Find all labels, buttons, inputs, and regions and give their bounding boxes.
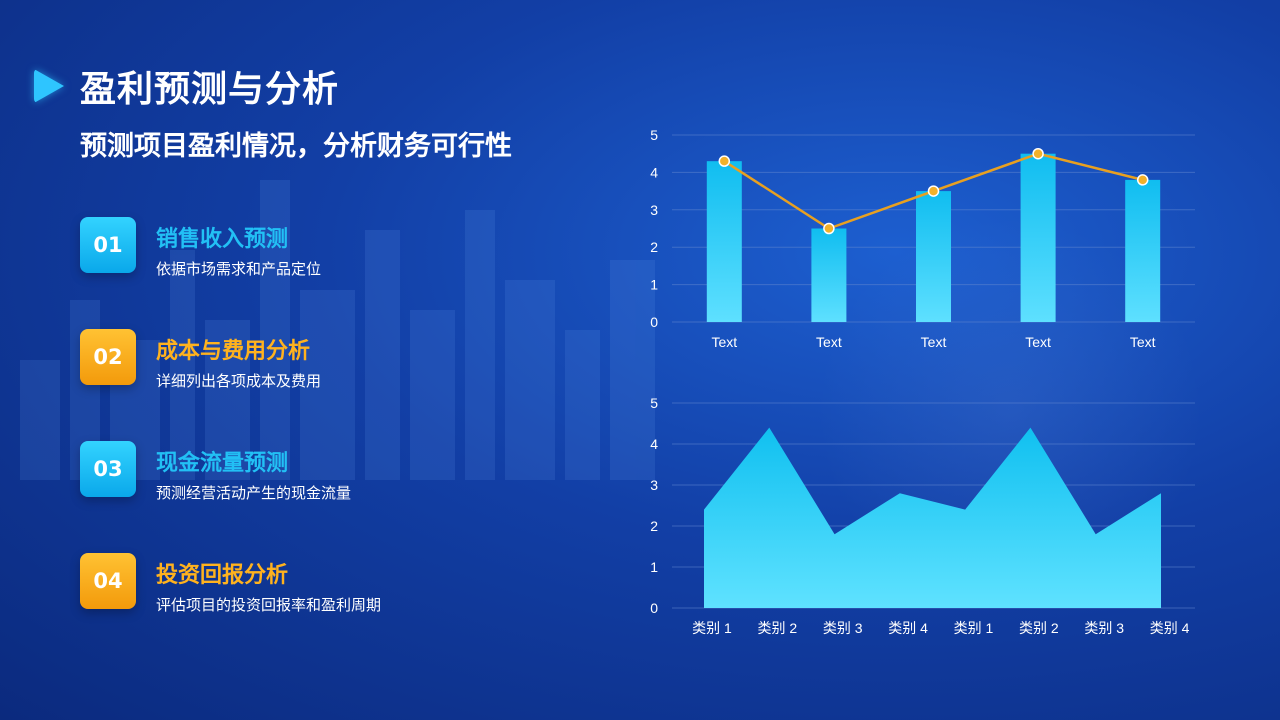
number-badge: 04 xyxy=(80,553,136,609)
bar xyxy=(1020,153,1056,322)
list-item-cost-analysis: 02 成本与费用分析 详细列出各项成本及费用 xyxy=(80,329,600,399)
list-item-sales-forecast: 01 销售收入预测 依据市场需求和产品定位 xyxy=(80,217,600,287)
item-description: 详细列出各项成本及费用 xyxy=(156,372,322,390)
y-tick-label: 3 xyxy=(650,202,658,218)
x-tick-label: 类别 4 xyxy=(888,620,928,636)
y-tick-label: 2 xyxy=(650,518,658,534)
area-chart: 0 1 2 3 4 5 类别 1 类别 2 类别 3 类别 4 类别 1 类别 2 类别 3 类别 4 xyxy=(650,395,1195,636)
y-tick-label: 1 xyxy=(650,277,658,293)
bar xyxy=(916,191,951,322)
y-tick-label: 0 xyxy=(650,600,658,616)
x-tick-label: 类别 2 xyxy=(1019,620,1059,636)
line-point xyxy=(1136,174,1149,186)
x-tick-label: 类别 1 xyxy=(692,620,732,636)
x-tick-label: Text xyxy=(711,334,737,350)
number-badge: 02 xyxy=(80,329,136,385)
line-point xyxy=(823,222,835,235)
area-series xyxy=(704,427,1161,608)
y-tick-label: 5 xyxy=(650,127,658,143)
x-tick-label: Text xyxy=(921,334,947,350)
x-tick-label: 类别 2 xyxy=(758,620,798,636)
x-tick-label: 类别 1 xyxy=(954,620,994,636)
number-badge: 01 xyxy=(80,217,136,273)
title-bar: 盈利预测与分析 xyxy=(34,60,339,112)
page-title: 盈利预测与分析 xyxy=(80,69,340,110)
page-subtitle: 预测项目盈利情况，分析财务可行性 xyxy=(80,131,512,162)
item-title: 投资回报分析 xyxy=(156,563,289,588)
y-tick-label: 1 xyxy=(650,559,658,575)
y-tick-label: 2 xyxy=(650,239,658,255)
play-icon xyxy=(34,69,64,103)
y-tick-label: 5 xyxy=(650,395,658,411)
x-tick-label: 类别 3 xyxy=(823,620,863,636)
list-item-cashflow-forecast: 03 现金流量预测 预测经营活动产生的现金流量 xyxy=(80,441,600,511)
item-title: 现金流量预测 xyxy=(156,451,289,476)
bar-line-chart: 0 1 2 3 4 5 Text Text Text Text Text xyxy=(650,127,1195,350)
item-description: 预测经营活动产生的现金流量 xyxy=(156,484,352,502)
y-tick-label: 0 xyxy=(650,314,658,330)
list-item-roi-analysis: 04 投资回报分析 评估项目的投资回报率和盈利周期 xyxy=(80,553,600,623)
y-tick-label: 4 xyxy=(650,164,658,180)
line-point xyxy=(718,155,731,167)
x-tick-label: Text xyxy=(1130,334,1156,350)
x-tick-label: Text xyxy=(816,334,842,350)
number-badge: 03 xyxy=(80,441,136,497)
item-description: 评估项目的投资回报率和盈利周期 xyxy=(156,596,382,614)
y-tick-label: 3 xyxy=(650,477,658,493)
x-tick-label: 类别 3 xyxy=(1084,620,1124,636)
item-title: 成本与费用分析 xyxy=(156,339,311,364)
x-tick-label: 类别 4 xyxy=(1150,620,1190,636)
bar xyxy=(1125,179,1161,322)
item-description: 依据市场需求和产品定位 xyxy=(156,260,322,278)
bar xyxy=(706,161,742,322)
y-tick-label: 4 xyxy=(650,436,658,452)
x-tick-label: Text xyxy=(1025,334,1051,350)
line-point xyxy=(927,185,940,197)
item-title: 销售收入预测 xyxy=(156,227,289,252)
bar xyxy=(811,228,847,322)
line-point xyxy=(1032,147,1044,160)
